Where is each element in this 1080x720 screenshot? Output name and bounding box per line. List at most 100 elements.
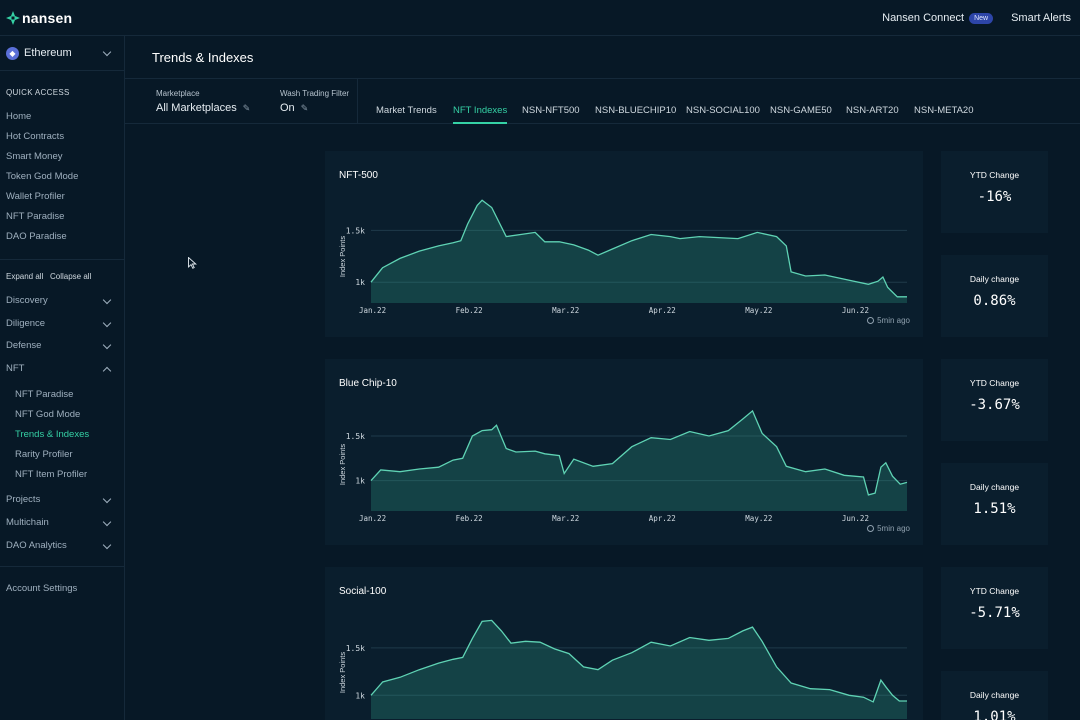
chevron-down-icon (102, 540, 112, 550)
y-axis-label: Index Points (338, 236, 347, 278)
sidebar-section-discovery[interactable]: Discovery (6, 295, 118, 309)
marketplace-value: All Marketplaces (156, 102, 237, 114)
nansen-logo-icon (6, 11, 20, 25)
ytd-label: YTD Change (969, 586, 1020, 596)
sidebar-item-trends-indexes[interactable]: Trends & Indexes (15, 429, 90, 440)
top-bar: nansen Nansen Connect New Smart Alerts (0, 0, 1080, 36)
x-tick-label: Jun.22 (842, 306, 869, 315)
pencil-icon[interactable]: ✎ (242, 102, 251, 113)
chevron-down-icon (102, 517, 112, 527)
sidebar-section-nft[interactable]: NFT (6, 363, 118, 377)
x-tick-label: Apr.22 (649, 306, 676, 315)
y-tick-label: 1.5k (346, 644, 365, 653)
ytd-change-card: YTD Change -3.67% (941, 359, 1048, 441)
chevron-down-icon (102, 47, 112, 57)
sidebar-item-nft-item-profiler[interactable]: NFT Item Profiler (15, 469, 88, 480)
sidebar-section-projects[interactable]: Projects (6, 494, 118, 508)
tab-nsn-nft500[interactable]: NSN-NFT500 (522, 105, 580, 116)
daily-change-card: Daily change 0.86% (941, 255, 1048, 337)
daily-label: Daily change (969, 274, 1020, 284)
x-tick-label: May.22 (745, 514, 772, 523)
tab-nsn-art20[interactable]: NSN-ART20 (846, 105, 899, 116)
daily-label: Daily change (969, 690, 1020, 700)
ytd-label: YTD Change (969, 378, 1020, 388)
y-tick-label: 1k (355, 278, 365, 287)
quick-access-item[interactable]: NFT Paradise (6, 211, 65, 222)
index-card-bluechip10: Blue Chip-10 1k 1.5k Jan.22 Feb.22 Mar.22 Apr… (325, 359, 923, 545)
marketplace-selector[interactable]: All Marketplaces ✎ (156, 102, 250, 114)
quick-access-item[interactable]: Hot Contracts (6, 131, 65, 142)
daily-value: 1.01% (973, 709, 1016, 720)
quick-access-item[interactable]: DAO Paradise (6, 231, 67, 242)
chevron-down-icon (102, 494, 112, 504)
tab-nft-indexes[interactable]: NFT Indexes (453, 105, 508, 124)
x-tick-label: May.22 (745, 306, 772, 315)
index-card-social100: Social-100 1k1.5kJan.22Feb.22Mar.22Apr.2… (325, 567, 923, 720)
logo-text: nansen (22, 10, 73, 26)
wash-trading-selector[interactable]: On ✎ (280, 102, 308, 114)
updated-text: 5min ago (877, 524, 910, 533)
sidebar-item-rarity-profiler[interactable]: Rarity Profiler (15, 449, 73, 460)
sidebar-section-defense[interactable]: Defense (6, 340, 118, 354)
tab-market-trends[interactable]: Market Trends (376, 105, 437, 116)
smart-alerts-link[interactable]: Smart Alerts (1011, 12, 1071, 24)
chain-label: Ethereum (24, 47, 72, 59)
ytd-value: -3.67% (969, 397, 1020, 413)
sidebar-section-diligence[interactable]: Diligence (6, 318, 118, 332)
sidebar: ◆ Ethereum QUICK ACCESS Home Hot Contrac… (0, 36, 125, 720)
marketplace-label: Marketplace (156, 89, 200, 98)
x-tick-label: Feb.22 (456, 514, 483, 523)
x-tick-label: Jan.22 (359, 514, 386, 523)
daily-value: 1.51% (973, 501, 1016, 517)
series-area (371, 200, 907, 303)
tab-nsn-bluechip10[interactable]: NSN-BLUECHIP10 (595, 105, 677, 116)
daily-value: 0.86% (973, 293, 1016, 309)
x-tick-label: Mar.22 (552, 306, 579, 315)
y-tick-label: 1.5k (346, 432, 365, 441)
series-line (370, 409, 908, 496)
quick-access-title: QUICK ACCESS (6, 88, 70, 97)
new-badge: New (969, 12, 994, 24)
y-axis-label: Index Points (338, 444, 347, 486)
daily-change-card: Daily change 1.01% (941, 671, 1048, 720)
sidebar-section-multichain[interactable]: Multichain (6, 517, 118, 531)
clock-icon (867, 525, 875, 532)
ytd-change-card: YTD Change -16% (941, 151, 1048, 233)
y-tick-label: 1k (355, 477, 365, 486)
quick-access-item[interactable]: Home (6, 111, 32, 122)
section-label: DAO Analytics (6, 540, 67, 551)
chain-selector[interactable]: ◆ Ethereum (0, 36, 124, 71)
y-tick-label: 1.5k (346, 226, 365, 235)
tab-nsn-game50[interactable]: NSN-GAME50 (770, 105, 832, 116)
nansen-connect-label: Nansen Connect (882, 12, 965, 24)
x-tick-label: Jun.22 (842, 514, 869, 523)
quick-access-item[interactable]: Smart Money (6, 151, 63, 162)
quick-access-item[interactable]: Token God Mode (6, 171, 79, 182)
series-line (370, 199, 907, 298)
tab-nsn-meta20[interactable]: NSN-META20 (914, 105, 974, 116)
index-card-nft500: NFT-500 1k 1.5k Jan.22 Feb.22 Mar.22 Apr.22 Ma… (325, 151, 923, 337)
sidebar-item-nft-god-mode[interactable]: NFT God Mode (15, 409, 81, 420)
section-label: Projects (6, 494, 41, 505)
y-axis-label: Index Points (338, 652, 347, 694)
account-settings-link[interactable]: Account Settings (6, 583, 78, 594)
tab-nsn-social100[interactable]: NSN-SOCIAL100 (686, 105, 760, 116)
sidebar-item-nft-paradise[interactable]: NFT Paradise (15, 389, 74, 400)
index-title: NFT-500 (339, 170, 378, 181)
sidebar-section-dao-analytics[interactable]: DAO Analytics (6, 540, 118, 554)
nansen-logo[interactable]: nansen (6, 7, 72, 29)
pencil-icon[interactable]: ✎ (300, 102, 309, 113)
series-area (371, 620, 907, 719)
chevron-down-icon (102, 295, 112, 305)
page-title: Trends & Indexes (152, 50, 254, 65)
x-tick-label: Mar.22 (552, 514, 579, 523)
collapse-all-button[interactable]: Collapse all (50, 272, 92, 281)
expand-all-button[interactable]: Expand all (6, 272, 44, 281)
quick-access-item[interactable]: Wallet Profiler (6, 191, 65, 202)
index-chart[interactable]: 1k1.5kJan.22Feb.22Mar.22Apr.22May.22Jun.… (325, 567, 923, 720)
wash-trading-value: On (280, 102, 295, 114)
sidebar-divider (0, 259, 124, 260)
nansen-connect-link[interactable]: Nansen Connect New (882, 12, 994, 24)
